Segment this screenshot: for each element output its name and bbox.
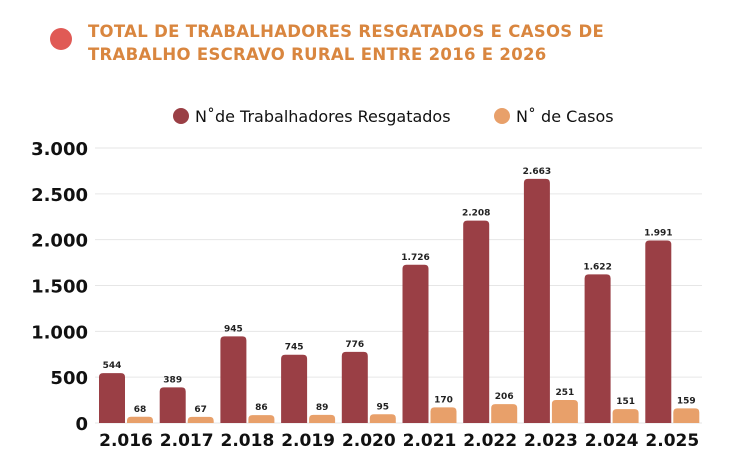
y-tick-label: 2.000 [31,231,88,252]
x-tick-label: 2.016 [99,431,153,451]
bar-casos [612,409,639,423]
x-tick-label: 2.025 [645,431,699,451]
x-tick-label: 2.019 [281,431,335,451]
data-label: 67 [194,405,207,415]
bar-trabalhadores [584,274,611,423]
bar-trabalhadores [645,240,672,423]
bar-casos [430,407,457,423]
data-label: 206 [495,392,514,402]
bar-casos [491,404,518,423]
chart-title-line-2: TRABALHO ESCRAVO RURAL ENTRE 2016 E 2026 [88,45,547,64]
legend-marker-2 [494,108,510,124]
bar-casos [673,408,700,423]
x-tick-label: 2.018 [221,431,275,451]
bar-trabalhadores [523,178,550,423]
bar-trabalhadores [341,351,368,423]
data-label: 776 [345,340,364,350]
x-tick-label: 2.020 [342,431,396,451]
y-tick-label: 500 [50,368,88,389]
y-tick-label: 1.500 [31,277,88,298]
bar-casos [127,416,153,423]
data-label: 159 [677,396,696,406]
legend-marker-1 [173,108,189,124]
data-label: 1.726 [401,253,429,263]
bar-trabalhadores [281,354,308,423]
bar-casos [187,416,214,423]
bar-trabalhadores [402,264,429,423]
data-label: 170 [434,395,453,405]
y-tick-label: 3.000 [31,139,88,160]
bar-trabalhadores [159,387,186,423]
bar-casos [309,414,336,423]
bar-trabalhadores [220,336,247,423]
x-tick-label: 2.024 [585,431,639,451]
data-label: 2.208 [462,209,490,219]
bar-casos [551,399,578,423]
y-tick-label: 0 [75,414,88,435]
data-label: 1.622 [583,262,611,272]
bar-trabalhadores [99,373,125,423]
chart-title-line-1: TOTAL DE TRABALHADORES RESGATADOS E CASO… [88,22,605,41]
data-label: 745 [285,343,304,353]
chart-title: TOTAL DE TRABALHADORES RESGATADOS E CASO… [88,20,604,66]
data-label: 68 [134,405,147,415]
bar-trabalhadores [463,220,490,423]
legend-label-2: N˚ de Casos [516,107,614,126]
x-tick-label: 2.017 [160,431,214,451]
data-label: 389 [163,375,182,385]
data-label: 945 [224,324,243,334]
data-label: 544 [103,361,122,371]
x-tick-label: 2.022 [463,431,517,451]
y-tick-label: 1.000 [31,322,88,343]
data-label: 2.663 [523,167,551,177]
data-label: 95 [377,402,390,412]
data-label: 86 [255,403,268,413]
bar-casos [369,414,396,423]
legend-label-1: N˚de Trabalhadores Resgatados [195,107,451,126]
x-tick-label: 2.021 [403,431,457,451]
y-tick-label: 2.500 [31,185,88,206]
x-tick-label: 2.023 [524,431,578,451]
data-label: 1.991 [644,228,672,238]
title-dot-icon [50,28,72,50]
data-label: 251 [556,388,575,398]
data-label: 89 [316,403,329,413]
data-label: 151 [616,397,635,407]
bar-casos [248,415,275,423]
